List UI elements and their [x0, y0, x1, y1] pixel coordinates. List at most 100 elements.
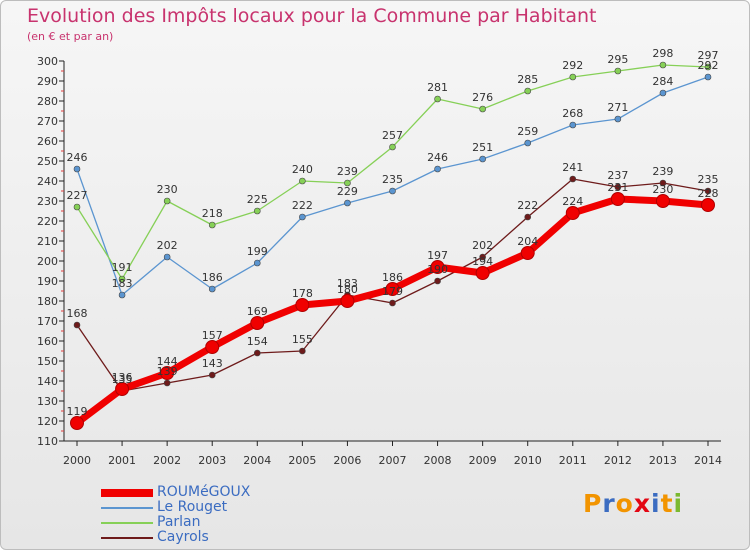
x-tick-label: 2010	[514, 454, 542, 467]
x-tick-label: 2009	[469, 454, 497, 467]
data-point-le-rouget	[434, 165, 441, 173]
data-point-roum-goux	[70, 416, 84, 430]
data-point-cayrols	[434, 277, 441, 285]
legend-swatch	[101, 489, 153, 497]
y-tick-label: 240	[37, 175, 58, 188]
data-label-cayrols: 139	[157, 365, 178, 378]
data-label-le-rouget: 199	[247, 245, 268, 258]
data-label-parlan: 240	[292, 163, 313, 176]
y-tick-label: 220	[37, 215, 58, 228]
x-tick-label: 2001	[108, 454, 136, 467]
y-tick-label: 290	[37, 75, 58, 88]
data-point-parlan	[434, 95, 441, 103]
chart-subtitle: (en € et par an)	[27, 30, 114, 43]
data-label-parlan: 292	[562, 59, 583, 72]
proxiti-logo: Proxiti	[583, 489, 683, 518]
legend-swatch	[101, 537, 153, 539]
data-label-parlan: 297	[698, 49, 719, 62]
data-label-cayrols: 183	[337, 277, 358, 290]
data-point-cayrols	[524, 213, 532, 221]
data-label-le-rouget: 259	[517, 125, 538, 138]
data-label-parlan: 239	[337, 165, 358, 178]
data-point-roum-goux	[160, 366, 175, 380]
data-label-le-rouget: 246	[427, 151, 448, 164]
data-point-parlan	[344, 179, 351, 187]
data-label-cayrols: 202	[472, 239, 493, 252]
data-label-roum-goux: 224	[562, 195, 583, 208]
data-label-le-rouget: 292	[698, 59, 719, 72]
data-label-parlan: 276	[472, 91, 493, 104]
data-label-le-rouget: 222	[292, 199, 313, 212]
data-label-cayrols: 179	[382, 285, 403, 298]
data-point-roum-goux	[250, 316, 265, 330]
data-point-parlan	[389, 143, 396, 151]
data-point-roum-goux	[610, 192, 625, 206]
chart-data-labels: 246 183 202 186 199 222 229 235 246 251 259 268 271 2…	[67, 47, 719, 418]
data-point-cayrols	[614, 183, 622, 191]
logo-letter: x	[633, 489, 651, 518]
data-label-parlan: 295	[607, 53, 628, 66]
data-label-roum-goux: 136	[112, 371, 133, 384]
chart-title: Evolution des Impôts locaux pour la Comm…	[27, 5, 597, 27]
data-point-parlan	[299, 177, 306, 185]
data-point-cayrols	[389, 299, 396, 307]
y-tick-label: 280	[37, 95, 58, 108]
y-tick-label: 150	[37, 355, 58, 368]
data-label-cayrols: 135	[112, 373, 133, 386]
y-tick-label: 110	[37, 435, 58, 448]
data-point-cayrols	[569, 175, 577, 183]
data-point-parlan	[253, 207, 261, 215]
data-label-le-rouget: 229	[337, 185, 358, 198]
data-point-roum-goux	[475, 266, 490, 280]
data-label-roum-goux: 230	[652, 183, 673, 196]
data-label-cayrols: 239	[652, 165, 673, 178]
data-point-parlan	[614, 67, 622, 75]
data-point-le-rouget	[614, 115, 622, 123]
x-tick-label: 2006	[333, 454, 361, 467]
y-tick-label: 270	[37, 115, 58, 128]
legend-label: Le Rouget	[157, 499, 228, 515]
data-point-roum-goux	[655, 194, 670, 208]
data-point-le-rouget	[389, 187, 396, 195]
data-point-parlan	[569, 73, 577, 81]
data-label-roum-goux: 169	[247, 305, 268, 318]
logo-letter: t	[660, 489, 674, 518]
data-point-cayrols	[163, 379, 171, 387]
data-point-parlan	[524, 87, 532, 95]
data-point-cayrols	[299, 347, 306, 355]
data-label-parlan: 298	[652, 47, 673, 60]
logo-letter: i	[651, 489, 661, 518]
data-point-cayrols	[659, 179, 667, 187]
data-point-parlan	[73, 203, 81, 211]
x-tick-label: 2003	[198, 454, 226, 467]
data-label-roum-goux: 180	[337, 283, 358, 296]
data-point-roum-goux	[520, 246, 535, 260]
data-label-cayrols: 235	[698, 173, 719, 186]
data-label-le-rouget: 186	[202, 271, 223, 284]
data-point-roum-goux	[115, 382, 130, 396]
data-label-cayrols: 168	[67, 307, 88, 320]
data-label-le-rouget: 202	[157, 239, 178, 252]
logo-letter: o	[615, 489, 634, 518]
data-point-cayrols	[253, 349, 261, 357]
data-point-le-rouget	[299, 213, 306, 221]
x-tick-label: 2011	[559, 454, 587, 467]
data-label-parlan: 227	[67, 189, 88, 202]
data-point-le-rouget	[253, 259, 261, 267]
logo-letter: i	[673, 489, 684, 518]
data-label-le-rouget: 284	[652, 75, 673, 88]
logo-letter: P	[583, 489, 603, 518]
data-point-parlan	[208, 221, 216, 229]
data-point-parlan	[163, 197, 171, 205]
y-tick-label: 300	[37, 55, 58, 68]
data-point-cayrols	[704, 187, 712, 195]
data-point-le-rouget	[208, 285, 216, 293]
data-point-parlan	[479, 105, 486, 113]
data-label-cayrols: 222	[517, 199, 538, 212]
x-tick-label: 2007	[379, 454, 407, 467]
data-label-parlan: 257	[382, 129, 403, 142]
legend-label: Cayrols	[157, 529, 209, 545]
data-point-cayrols	[208, 371, 216, 379]
